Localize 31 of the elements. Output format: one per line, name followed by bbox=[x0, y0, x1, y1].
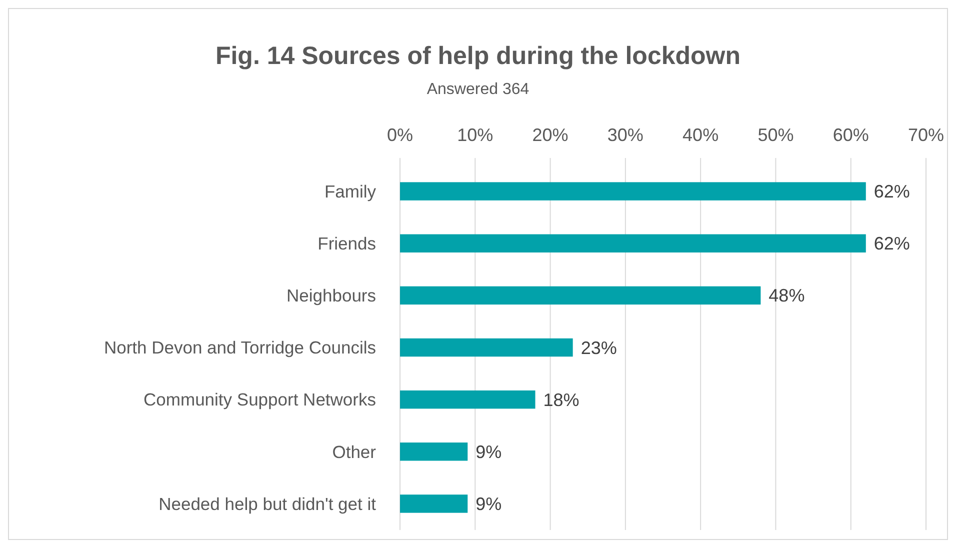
data-label: 62% bbox=[874, 182, 910, 202]
y-tick-label: Community Support Networks bbox=[144, 390, 376, 410]
x-tick-label: 0% bbox=[386, 125, 414, 145]
x-tick-label: 50% bbox=[758, 125, 794, 145]
data-label: 62% bbox=[874, 234, 910, 254]
chart-title: Fig. 14 Sources of help during the lockdown bbox=[215, 42, 741, 70]
data-label: 23% bbox=[580, 338, 617, 358]
bar bbox=[400, 442, 468, 461]
bar bbox=[400, 182, 866, 200]
bar bbox=[400, 286, 761, 305]
bar bbox=[400, 234, 866, 252]
x-tick-label: 10% bbox=[457, 125, 494, 145]
x-tick-label: 60% bbox=[832, 125, 869, 145]
y-tick-label: Friends bbox=[318, 233, 376, 254]
y-tick-label: Needed help but didn't get it bbox=[158, 494, 376, 514]
bar bbox=[400, 338, 573, 357]
x-tick-label: 40% bbox=[682, 125, 719, 145]
y-tick-label: Neighbours bbox=[286, 286, 376, 306]
bar bbox=[400, 390, 536, 409]
data-label: 9% bbox=[476, 442, 502, 462]
bar bbox=[400, 494, 468, 513]
data-label: 9% bbox=[476, 494, 502, 514]
data-label: 48% bbox=[768, 286, 805, 306]
x-tick-label: 70% bbox=[908, 125, 944, 145]
x-tick-label: 20% bbox=[532, 125, 568, 145]
y-tick-label: North Devon and Torridge Councils bbox=[104, 338, 376, 358]
x-tick-label: 30% bbox=[607, 125, 644, 145]
data-label: 18% bbox=[543, 390, 580, 410]
y-tick-label: Family bbox=[324, 181, 376, 202]
chart-subtitle: Answered 364 bbox=[426, 81, 530, 98]
y-tick-label: Other bbox=[332, 442, 376, 462]
